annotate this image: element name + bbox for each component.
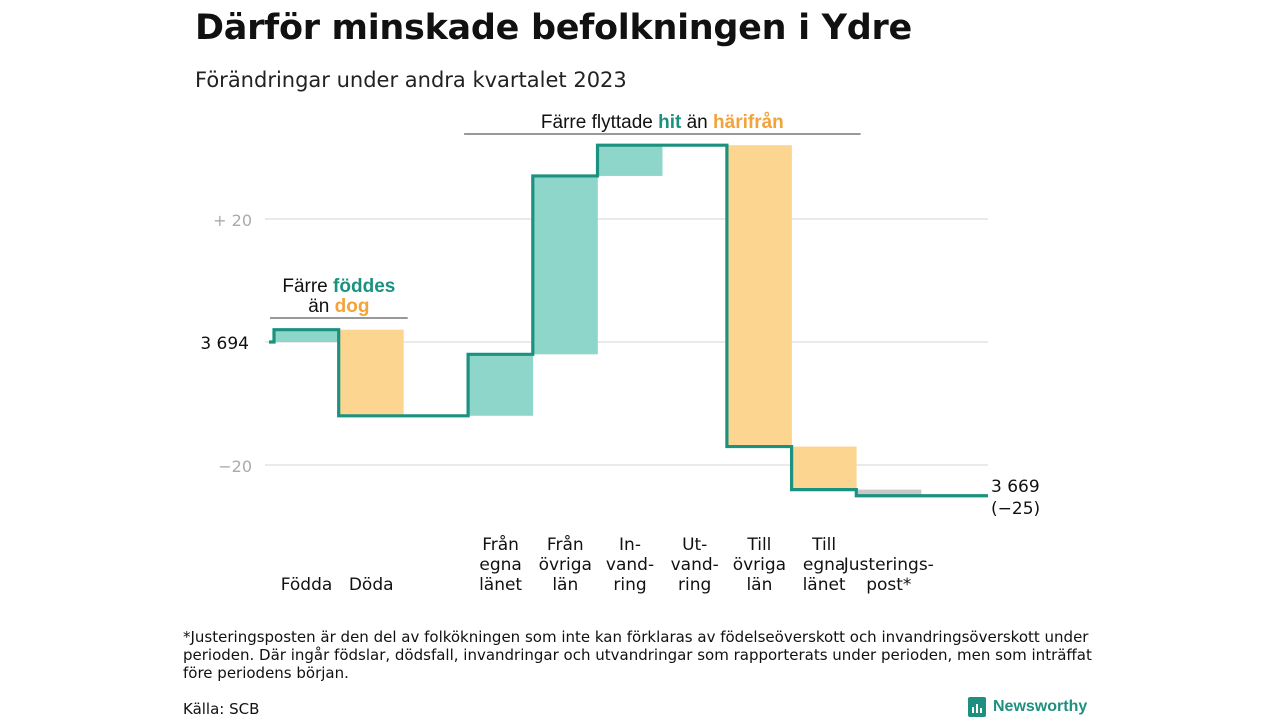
annotation-segment: Färre — [282, 276, 333, 297]
annotation-segment: hit — [658, 112, 682, 133]
category-label: Till — [811, 535, 836, 555]
category-label: Födda — [281, 575, 333, 595]
chart-subtitle: Förändringar under andra kvartalet 2023 — [195, 68, 627, 92]
annotation-segment: Färre flyttade — [541, 112, 658, 133]
annotation-segment: än — [681, 112, 713, 133]
annotation-segment: härifrån — [713, 112, 784, 133]
end-value-label: 3 669 — [991, 477, 1040, 497]
bar-döda — [338, 329, 404, 416]
category-label: Från — [482, 534, 519, 555]
chart-title: Därför minskade befolkningen i Ydre — [195, 8, 912, 48]
category-label: In- — [619, 535, 641, 555]
bar-från-egna-länet — [468, 354, 534, 416]
category-label: län — [746, 575, 772, 595]
category-label: egna — [803, 555, 845, 575]
annotation-text: Färre flyttade hit än härifrån — [541, 112, 784, 133]
y-tick-label: + 20 — [213, 211, 252, 230]
cumulative-step-line — [269, 143, 988, 498]
category-label: vand- — [606, 555, 654, 575]
footnote: *Justeringsposten är den del av folkökni… — [183, 628, 1092, 682]
end-value-label: (−25) — [991, 499, 1040, 519]
category-label: egna — [479, 555, 521, 575]
category-label: ring — [678, 575, 711, 595]
start-value-label: 3 694 — [200, 334, 249, 354]
bar-från-övriga-län — [532, 175, 598, 355]
category-label: Justerings- — [843, 555, 934, 575]
category-label: Från — [547, 534, 584, 555]
category-label: Döda — [349, 575, 394, 595]
bar-justeringspost- — [856, 489, 922, 496]
category-label: övriga — [539, 555, 592, 575]
category-label: ring — [613, 575, 646, 595]
annotation-text: än dog — [308, 296, 369, 317]
category-label: Ut- — [682, 535, 707, 555]
annotation-segment: än — [308, 296, 334, 317]
annotation-segment: föddes — [333, 276, 395, 297]
source-label: Källa: SCB — [183, 700, 260, 718]
y-tick-label: −20 — [218, 457, 252, 476]
newsworthy-brand: Newsworthy — [968, 697, 1087, 717]
category-label: Till — [746, 535, 771, 555]
bar-invandring — [597, 145, 663, 176]
annotation-segment: dog — [335, 296, 370, 317]
bar-födda — [274, 329, 339, 342]
annotation-text: Färre föddes — [282, 276, 395, 297]
category-label: länet — [803, 575, 846, 595]
newsworthy-logo-icon — [968, 697, 986, 717]
category-label: län — [552, 575, 578, 595]
category-label: vand- — [671, 555, 719, 575]
bar-till-egna-länet — [791, 446, 857, 490]
bar-till-övriga-län — [726, 145, 792, 447]
category-label: övriga — [733, 555, 786, 575]
category-label: post* — [866, 575, 911, 595]
brand-name: Newsworthy — [993, 698, 1088, 715]
category-label: länet — [479, 575, 522, 595]
